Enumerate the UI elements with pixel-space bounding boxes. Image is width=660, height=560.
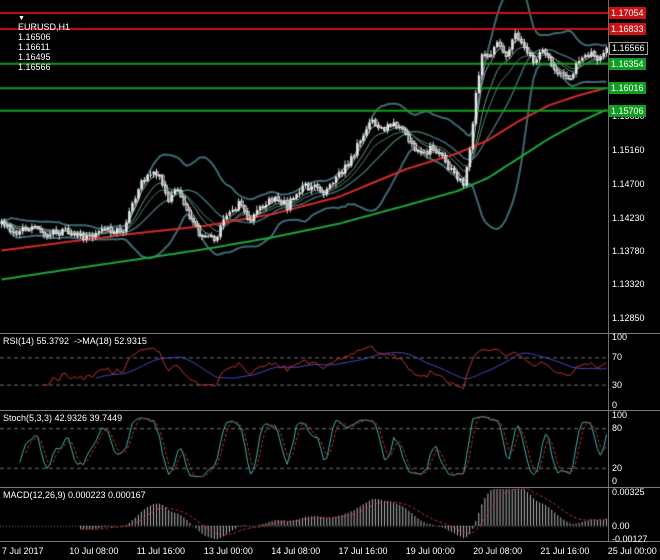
stoch-scale-label: 0	[612, 476, 618, 486]
time-tick-label: 20 Jul 08:00	[473, 546, 523, 556]
stochastic-indicator-label: Stoch(5,3,3) 42.9326 39.7449	[3, 413, 123, 423]
time-axis[interactable]: 7 Jul 2017 10 Jul 08:00 11 Jul 16:00 13 Jul…	[0, 542, 660, 560]
price-tick-label: 1.14700	[612, 178, 645, 189]
price-tick-label: 1.15160	[612, 145, 645, 156]
time-tick-label: 14 Jul 08:00	[271, 546, 321, 556]
macd-scale-label: -0.00127	[612, 534, 648, 545]
level-price-label: 1.16354	[609, 57, 646, 70]
level-price-label: 1.15706	[609, 104, 646, 117]
macd-canvas[interactable]	[0, 488, 608, 541]
macd-scale-label: 0.00	[612, 520, 630, 531]
chart-title: ▼ EURUSD,H1 1.16506 1.16611 1.16495 1.16…	[3, 2, 75, 82]
stochastic-canvas[interactable]	[0, 411, 608, 487]
time-tick-label: 13 Jul 00:00	[203, 546, 253, 556]
rsi-indicator-label: RSI(14) 55.3792 ->MA(18) 52.9315	[3, 336, 147, 346]
close-value: 1.16566	[18, 62, 51, 72]
rsi-axis[interactable]: 100 70 30 0	[608, 332, 660, 410]
price-chart-canvas[interactable]	[0, 0, 608, 333]
time-tick-label: 10 Jul 08:00	[69, 546, 119, 556]
open-value: 1.16506	[18, 32, 51, 42]
level-price-label: 1.16833	[609, 23, 646, 36]
price-tick-label: 1.14230	[612, 212, 645, 223]
rsi-canvas[interactable]	[0, 334, 608, 410]
time-tick-label: 11 Jul 16:00	[136, 546, 185, 556]
level-price-label: 1.16016	[609, 82, 646, 95]
macd-indicator-label: MACD(12,26,9) 0.000223 0.000167	[3, 490, 146, 500]
stoch-scale-label: 80	[612, 423, 623, 434]
price-tick-label: 1.12850	[612, 312, 645, 323]
price-tick-label: 1.13780	[612, 245, 645, 256]
stochastic-axis[interactable]: 100 80 20 0	[608, 410, 660, 487]
level-price-label: 1.17054	[609, 6, 646, 19]
rsi-scale-label: 100	[612, 332, 628, 342]
low-value: 1.16495	[18, 52, 51, 62]
main-price-pane: ▼ EURUSD,H1 1.16506 1.16611 1.16495 1.16…	[0, 0, 660, 334]
time-tick-label: 21 Jul 16:00	[540, 546, 590, 556]
rsi-scale-label: 0	[612, 400, 618, 410]
symbol-dropdown-icon[interactable]: ▼	[18, 15, 25, 22]
time-tick-label: 17 Jul 16:00	[338, 546, 388, 556]
rsi-pane: RSI(14) 55.3792 ->MA(18) 52.9315 100 70 30…	[0, 332, 660, 411]
high-value: 1.16611	[18, 42, 50, 52]
time-tick-label: 19 Jul 00:00	[405, 546, 455, 556]
macd-pane: MACD(12,26,9) 0.000223 0.000167 0.00325 0…	[0, 486, 660, 544]
macd-axis[interactable]: 0.00325 0.00 -0.00127	[608, 486, 660, 544]
rsi-scale-label: 70	[612, 352, 623, 363]
price-axis[interactable]: 1.156301.151601.147001.142301.137801.133…	[608, 0, 660, 333]
stoch-scale-label: 20	[612, 462, 623, 473]
symbol-timeframe-label: EURUSD,H1	[18, 22, 71, 32]
macd-scale-label: 0.00325	[612, 486, 645, 497]
stochastic-pane: Stoch(5,3,3) 42.9326 39.7449 100 80 20 0	[0, 410, 660, 488]
time-tick-label: 7 Jul 2017	[2, 546, 44, 556]
price-tick-label: 1.13320	[612, 278, 645, 289]
rsi-scale-label: 30	[612, 379, 623, 390]
current-price-label: 1.16566	[609, 42, 648, 56]
time-tick-label: 25 Jul 00:00	[607, 546, 657, 556]
stoch-scale-label: 100	[612, 410, 628, 420]
